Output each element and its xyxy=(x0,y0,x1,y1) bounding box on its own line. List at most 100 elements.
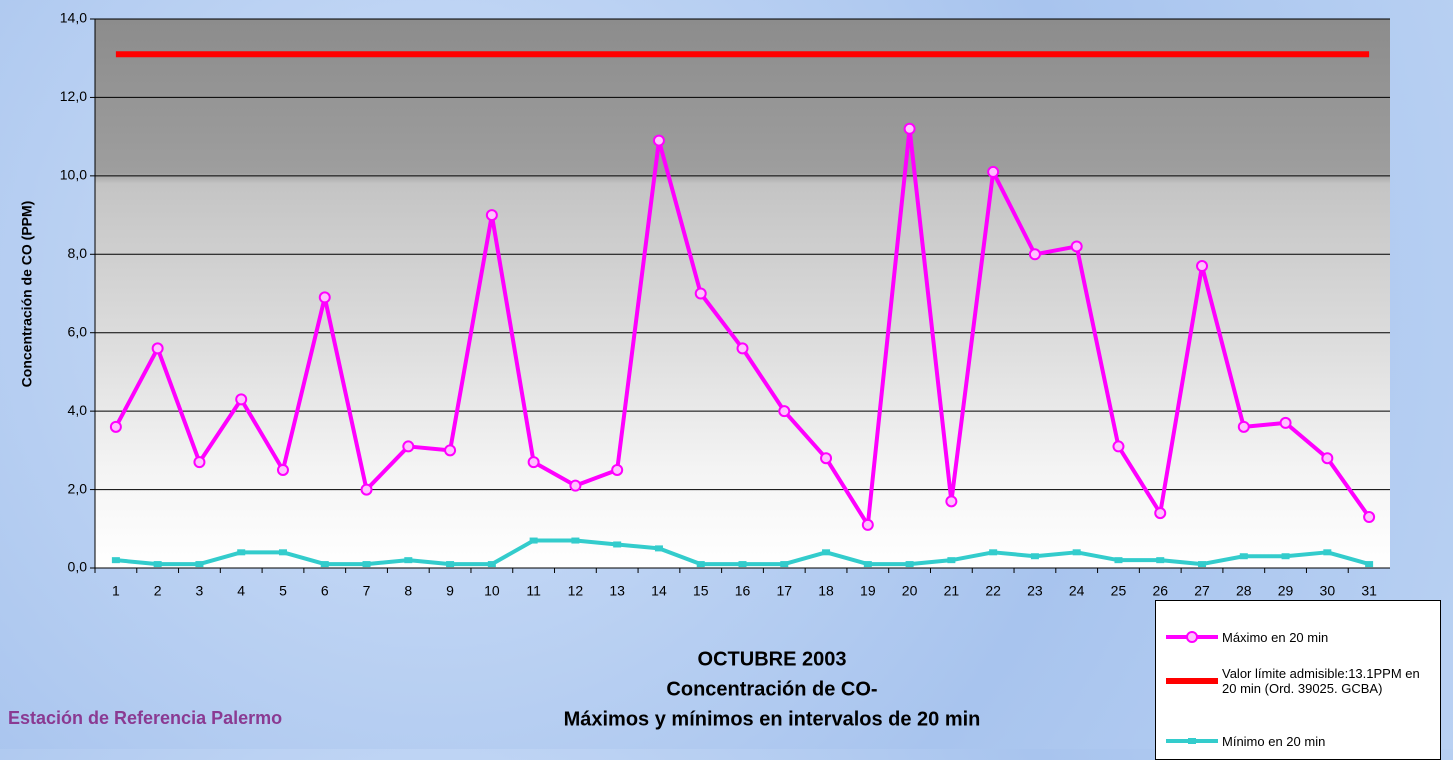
data-point xyxy=(1197,261,1207,271)
chart-title: Máximos y mínimos en intervalos de 20 mi… xyxy=(564,708,981,730)
data-point xyxy=(1322,453,1332,463)
legend-swatch xyxy=(1162,725,1222,757)
data-point xyxy=(112,557,120,563)
x-tick-label: 5 xyxy=(279,583,287,599)
data-point xyxy=(697,561,705,567)
x-tick-label: 20 xyxy=(902,583,918,599)
x-tick-label: 2 xyxy=(154,583,162,599)
data-point xyxy=(194,457,204,467)
x-tick-label: 30 xyxy=(1320,583,1336,599)
data-point xyxy=(571,538,579,544)
data-point xyxy=(1031,553,1039,559)
x-tick-label: 16 xyxy=(735,583,751,599)
data-point xyxy=(947,557,955,563)
chart-title: OCTUBRE 2003 xyxy=(698,648,847,670)
data-point xyxy=(279,549,287,555)
x-tick-label: 11 xyxy=(526,583,541,599)
x-tick-label: 14 xyxy=(651,583,667,599)
data-point xyxy=(780,561,788,567)
data-point xyxy=(154,561,162,567)
data-point xyxy=(1365,561,1373,567)
data-point xyxy=(612,465,622,475)
legend-marker xyxy=(1188,738,1196,744)
data-point xyxy=(404,557,412,563)
data-point xyxy=(195,561,203,567)
data-point xyxy=(1281,418,1291,428)
data-point xyxy=(1114,557,1122,563)
legend-label: Valor límite admisible:13.1PPM en 20 min… xyxy=(1222,666,1432,696)
legend-swatch xyxy=(1162,665,1222,697)
y-tick-label: 12,0 xyxy=(60,88,87,104)
data-point xyxy=(362,485,372,495)
data-point xyxy=(153,343,163,353)
footer-note: Estación de Referencia Palermo xyxy=(8,708,282,728)
data-point xyxy=(363,561,371,567)
y-tick-label: 6,0 xyxy=(68,323,88,339)
x-tick-label: 13 xyxy=(609,583,625,599)
legend-label: Mínimo en 20 min xyxy=(1222,734,1432,749)
legend-label: Máximo en 20 min xyxy=(1222,630,1432,645)
legend-marker xyxy=(1187,632,1197,642)
data-point xyxy=(1198,561,1206,567)
legend-item: Máximo en 20 min xyxy=(1162,621,1432,653)
data-point xyxy=(906,561,914,567)
x-tick-label: 22 xyxy=(985,583,1001,599)
x-tick-label: 27 xyxy=(1194,583,1210,599)
data-point xyxy=(1240,553,1248,559)
y-tick-label: 14,0 xyxy=(60,10,87,26)
x-tick-label: 25 xyxy=(1111,583,1127,599)
x-tick-label: 18 xyxy=(818,583,834,599)
data-point xyxy=(529,457,539,467)
x-tick-label: 8 xyxy=(404,583,412,599)
data-point xyxy=(236,394,246,404)
data-point xyxy=(530,538,538,544)
data-point xyxy=(1282,553,1290,559)
y-tick-label: 0,0 xyxy=(68,559,88,575)
data-point xyxy=(822,549,830,555)
data-point xyxy=(446,561,454,567)
x-tick-label: 1 xyxy=(112,583,120,599)
data-point xyxy=(237,549,245,555)
x-tick-label: 6 xyxy=(321,583,329,599)
data-point xyxy=(321,561,329,567)
data-point xyxy=(1239,422,1249,432)
x-tick-label: 9 xyxy=(446,583,454,599)
data-point xyxy=(863,520,873,530)
x-tick-label: 3 xyxy=(196,583,204,599)
data-point xyxy=(864,561,872,567)
data-point xyxy=(1156,557,1164,563)
x-tick-label: 21 xyxy=(944,583,960,599)
data-point xyxy=(988,167,998,177)
data-point xyxy=(278,465,288,475)
data-point xyxy=(1364,512,1374,522)
x-tick-label: 28 xyxy=(1236,583,1252,599)
x-tick-label: 26 xyxy=(1152,583,1168,599)
legend: Máximo en 20 min Valor límite admisible:1… xyxy=(1155,600,1441,760)
data-point xyxy=(111,422,121,432)
x-tick-label: 24 xyxy=(1069,583,1085,599)
data-point xyxy=(738,343,748,353)
x-tick-label: 31 xyxy=(1361,583,1377,599)
y-tick-label: 8,0 xyxy=(68,245,88,261)
page: Concentración de CO (PPM) OCTUBRE 2003 C… xyxy=(0,0,1453,749)
x-tick-label: 15 xyxy=(693,583,709,599)
data-point xyxy=(320,292,330,302)
data-point xyxy=(1072,241,1082,251)
legend-item: Mínimo en 20 min xyxy=(1162,725,1432,757)
data-point xyxy=(488,561,496,567)
chart-title: Concentración de CO- xyxy=(666,678,877,700)
x-tick-label: 4 xyxy=(237,583,245,599)
x-tick-label: 7 xyxy=(363,583,371,599)
data-point xyxy=(1073,549,1081,555)
data-point xyxy=(655,545,663,551)
data-point xyxy=(445,445,455,455)
data-point xyxy=(696,289,706,299)
data-point xyxy=(1155,508,1165,518)
x-tick-label: 29 xyxy=(1278,583,1294,599)
data-point xyxy=(739,561,747,567)
data-point xyxy=(1030,249,1040,259)
data-point xyxy=(570,481,580,491)
data-point xyxy=(905,124,915,134)
data-point xyxy=(1113,441,1123,451)
x-tick-label: 19 xyxy=(860,583,876,599)
